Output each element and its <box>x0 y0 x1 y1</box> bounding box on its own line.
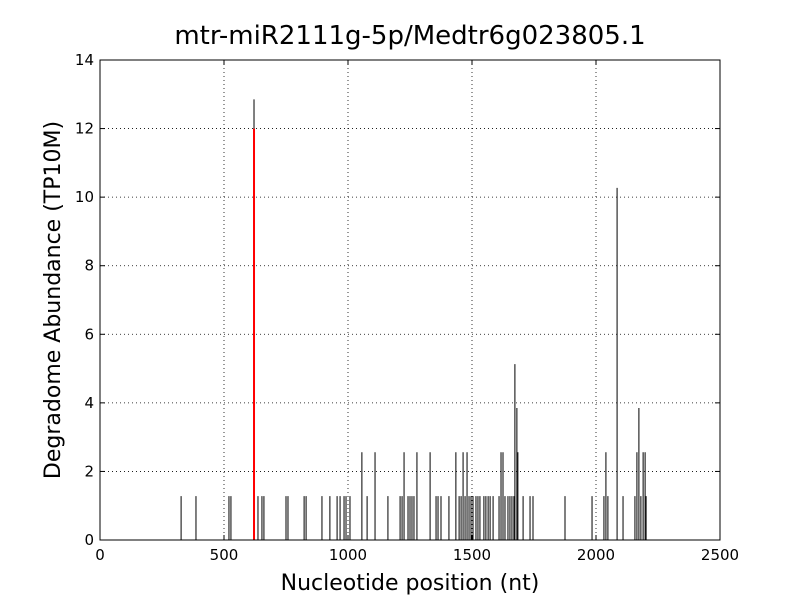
x-tick-label: 1500 <box>453 546 491 564</box>
x-tick-label: 0 <box>95 546 105 564</box>
x-tick-label: 2000 <box>577 546 615 564</box>
x-tick-label: 1000 <box>329 546 367 564</box>
y-tick-label: 6 <box>84 325 94 343</box>
y-tick-label: 14 <box>75 51 94 69</box>
y-tick-label: 4 <box>84 394 94 412</box>
x-tick-label: 2500 <box>701 546 739 564</box>
x-axis-label: Nucleotide position (nt) <box>281 571 540 596</box>
plot-frame <box>99 59 721 541</box>
x-tick-label: 500 <box>210 546 239 564</box>
y-axis-label: Degradome Abundance (TP10M) <box>41 121 66 479</box>
y-tick-label: 10 <box>75 188 94 206</box>
y-tick-label: 2 <box>84 462 94 480</box>
y-tick-label: 12 <box>75 120 94 138</box>
chart-title: mtr-miR2111g-5p/Medtr6g023805.1 <box>174 21 645 51</box>
y-tick-label: 8 <box>84 257 94 275</box>
y-tick-label: 0 <box>84 531 94 549</box>
